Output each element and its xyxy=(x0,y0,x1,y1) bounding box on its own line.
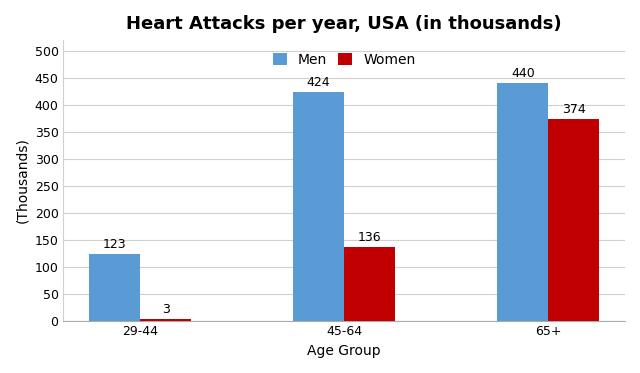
Text: 424: 424 xyxy=(307,76,330,89)
Y-axis label: (Thousands): (Thousands) xyxy=(15,137,29,223)
Text: 136: 136 xyxy=(358,231,381,244)
Bar xyxy=(344,247,396,320)
Bar xyxy=(140,319,191,320)
Bar xyxy=(293,92,344,320)
Legend: Men, Women: Men, Women xyxy=(268,47,421,72)
Text: 3: 3 xyxy=(161,303,170,316)
Text: 374: 374 xyxy=(562,103,586,116)
Bar xyxy=(89,254,140,320)
X-axis label: Age Group: Age Group xyxy=(307,344,381,358)
Bar xyxy=(497,83,548,320)
Title: Heart Attacks per year, USA (in thousands): Heart Attacks per year, USA (in thousand… xyxy=(126,15,562,33)
Text: 440: 440 xyxy=(511,67,535,80)
Bar xyxy=(548,119,600,320)
Text: 123: 123 xyxy=(102,238,126,251)
